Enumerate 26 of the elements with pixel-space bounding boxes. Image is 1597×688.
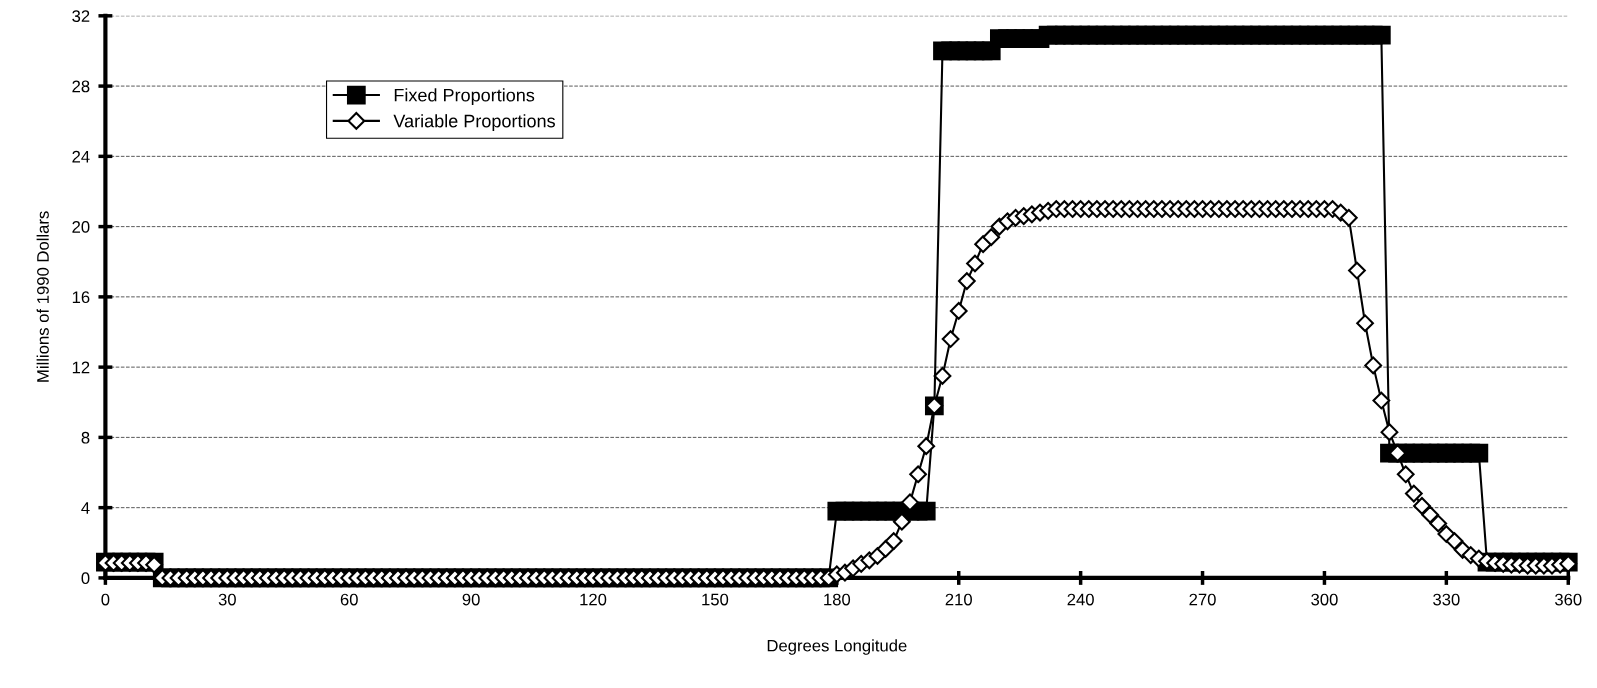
x-tick-label: 120 <box>580 593 607 606</box>
x-tick-label: 180 <box>824 593 851 606</box>
x-tick-label: 300 <box>1311 593 1338 606</box>
y-tick-label: 12 <box>72 361 90 374</box>
x-tick-label: 150 <box>702 593 729 606</box>
y-tick-label: 8 <box>81 431 90 444</box>
y-tick-label: 32 <box>72 10 90 23</box>
y-axis-title: Millions of 1990 Dollars <box>36 211 49 382</box>
legend-label: Fixed Proportions <box>394 88 535 106</box>
x-tick-label: 60 <box>340 593 358 606</box>
y-tick-label: 4 <box>81 502 90 514</box>
y-tick-label: 0 <box>81 572 90 585</box>
legend-label: Variable Proportions <box>393 114 555 131</box>
x-tick-label: 330 <box>1433 593 1460 606</box>
y-tick-label: 20 <box>72 221 90 233</box>
x-tick-label: 270 <box>1189 593 1216 606</box>
x-tick-label: 0 <box>101 593 110 606</box>
y-tick-label: 24 <box>72 150 90 163</box>
x-axis-title: Degrees Longitude <box>767 639 907 655</box>
x-tick-label: 30 <box>218 593 236 606</box>
x-tick-label: 90 <box>462 593 480 606</box>
y-tick-label: 16 <box>72 291 90 304</box>
x-tick-label: 210 <box>945 593 972 606</box>
y-tick-label: 28 <box>72 80 90 93</box>
x-tick-label: 240 <box>1067 593 1094 606</box>
x-tick-label: 360 <box>1554 593 1582 606</box>
